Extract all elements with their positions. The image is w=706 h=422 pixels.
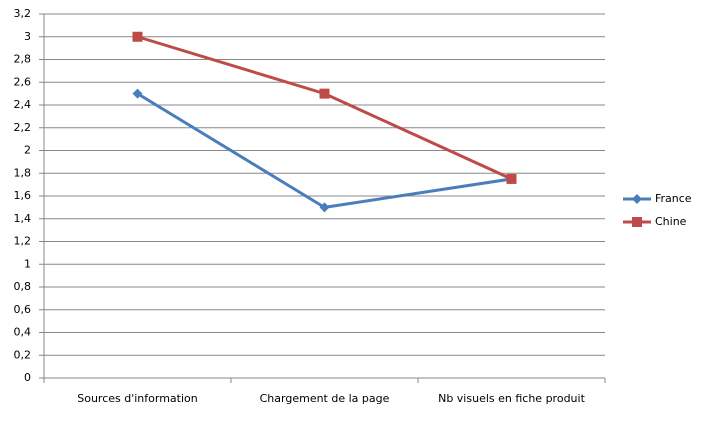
y-tick-label: 1 — [24, 257, 31, 270]
y-tick-label: 2,4 — [14, 98, 32, 111]
marker — [632, 194, 642, 204]
y-tick-label: 3 — [24, 30, 31, 43]
legend-label: Chine — [655, 215, 687, 228]
y-tick-label: 1,8 — [14, 166, 32, 179]
y-tick-label: 1,2 — [14, 235, 32, 248]
y-tick-label: 0 — [24, 371, 31, 384]
x-tick-label: Nb visuels en fiche produit — [438, 392, 585, 405]
marker — [132, 31, 143, 42]
x-tick-label: Sources d'information — [77, 392, 198, 405]
legend-label: France — [655, 192, 692, 205]
y-tick-label: 0,8 — [14, 280, 32, 293]
y-tick-label: 3,2 — [14, 7, 32, 20]
y-tick-label: 1,6 — [14, 189, 32, 202]
y-tick-label: 1,4 — [14, 212, 32, 225]
y-tick-label: 0,6 — [14, 303, 32, 316]
series-line — [137, 35, 513, 181]
marker — [319, 88, 330, 99]
y-tick-label: 0,2 — [14, 348, 32, 361]
marker — [506, 173, 517, 184]
marker — [632, 217, 642, 227]
y-tick-label: 2,8 — [14, 53, 32, 66]
marker — [132, 88, 143, 99]
y-tick-label: 2,2 — [14, 121, 32, 134]
y-tick-label: 2,6 — [14, 75, 32, 88]
x-tick-label: Chargement de la page — [260, 392, 390, 405]
marker — [319, 202, 330, 213]
y-tick-label: 0,4 — [14, 326, 32, 339]
y-tick-label: 2 — [24, 144, 31, 157]
